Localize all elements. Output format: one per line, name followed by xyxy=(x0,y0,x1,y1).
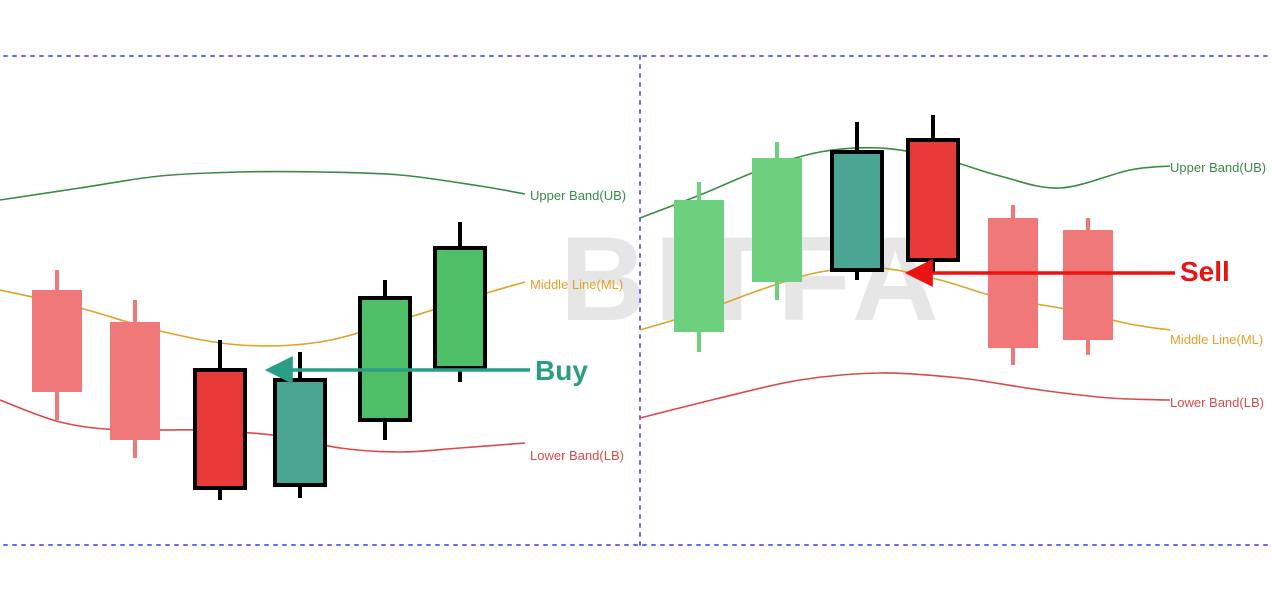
buy-signal-label: Buy xyxy=(535,355,588,387)
right-panel-candles xyxy=(674,115,1113,365)
left-panel-candles xyxy=(32,222,485,500)
right-middle-line-label: Middle Line(ML) xyxy=(1170,332,1263,347)
left-middle-line-label: Middle Line(ML) xyxy=(530,277,623,292)
left-lower-band-label: Lower Band(LB) xyxy=(530,448,624,463)
left-upper-band-label: Upper Band(UB) xyxy=(530,188,626,203)
right-upper-band-label: Upper Band(UB) xyxy=(1170,160,1266,175)
chart-svg xyxy=(0,0,1272,600)
chart-stage: BITFA Upper Band(UB) Middle Line(ML) Low… xyxy=(0,0,1272,600)
sell-signal-label: Sell xyxy=(1180,256,1230,288)
right-lower-band-label: Lower Band(LB) xyxy=(1170,395,1264,410)
